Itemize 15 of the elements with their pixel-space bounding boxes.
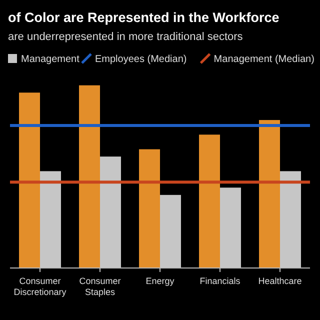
bar [19, 92, 40, 268]
chart-subtitle: are underrepresented in more traditional sectors [8, 31, 244, 43]
legend-label: Management [21, 54, 80, 65]
x-tick-label: Healthcare [258, 276, 302, 286]
x-tick-label: Consumer Staples [79, 276, 121, 297]
x-tick-label: Financials [200, 276, 241, 286]
bar [79, 85, 100, 268]
x-tick-label: Consumer Discretionary [14, 276, 67, 297]
x-tick-label: Energy [146, 276, 175, 286]
legend-label: Employees (Median) [95, 54, 187, 65]
bar [139, 149, 160, 268]
bar [259, 120, 280, 268]
legend-label: Management (Median) [214, 54, 314, 65]
chart-title: of Color are Represented in the Workforce [8, 10, 280, 25]
bar [199, 134, 220, 268]
